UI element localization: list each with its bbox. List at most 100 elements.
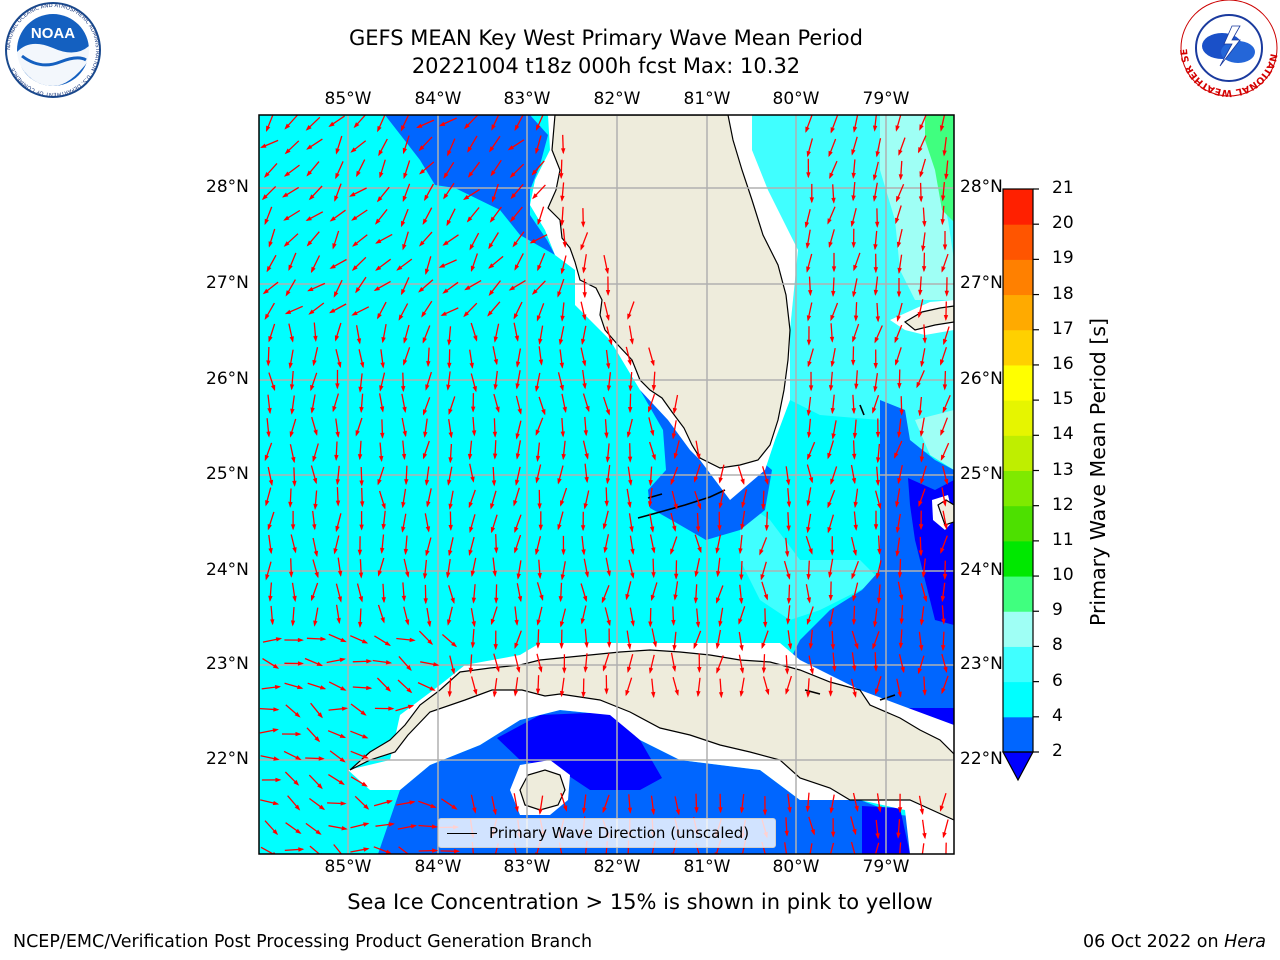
wave-arrow-head (784, 668, 790, 675)
wave-arrow-head (317, 783, 323, 790)
wave-arrow-head (266, 266, 272, 273)
wave-arrow-head (290, 620, 296, 627)
wave-arrow-head (358, 386, 363, 393)
wave-arrow-head (651, 572, 656, 579)
wave-arrow-head (419, 169, 425, 175)
wave-arrow-head (831, 290, 836, 297)
wave-arrow (829, 842, 835, 854)
wave-arrow-head (761, 504, 766, 511)
wave-arrow-head (942, 832, 947, 839)
wave-arrow-head (875, 221, 880, 228)
colorbar-swatch (1003, 224, 1033, 260)
wave-arrow-head (764, 478, 769, 485)
wave-arrow-head (422, 453, 428, 460)
wave-arrow-head (560, 315, 565, 322)
wave-arrow-head (940, 359, 945, 366)
wave-arrow-head (312, 359, 317, 367)
wave-arrow-head (786, 618, 791, 625)
wave-arrow-head (310, 407, 315, 414)
wave-arrow-head (472, 386, 477, 393)
wave-arrow-head (941, 195, 946, 202)
wave-arrow-head (626, 431, 632, 438)
wave-arrow-head (671, 619, 676, 626)
footer-date: 06 Oct 2022 on Hera (1083, 932, 1266, 952)
wave-arrow-head (831, 197, 836, 204)
wave-arrow-head (535, 124, 541, 131)
wave-arrow-head (648, 406, 653, 413)
wave-arrow-head (352, 241, 359, 247)
wave-arrow-head (494, 547, 499, 554)
wave-arrow-head (827, 218, 832, 225)
wave-arrow-head (409, 800, 416, 805)
wave-arrow-head (896, 291, 902, 298)
wave-arrow-head (853, 524, 858, 531)
wave-arrow-head (271, 384, 276, 392)
wave-arrow-head (942, 244, 948, 251)
wave-arrow-head (377, 313, 382, 320)
wave-arrow-head (809, 668, 814, 675)
wave-arrow-head (292, 547, 297, 554)
wave-arrow-head (559, 384, 564, 392)
wave-arrow-head (426, 361, 431, 368)
wave-arrow-head (538, 359, 544, 366)
wave-arrow-head (491, 196, 497, 203)
wave-arrow-head (538, 524, 543, 531)
colorbar-swatch (1003, 505, 1033, 542)
wave-arrow-head (447, 339, 452, 346)
wave-arrow-head (627, 456, 633, 463)
wave-arrow-head (872, 174, 878, 181)
wave-arrow-head (697, 503, 702, 510)
lat-label-right: 26°N (960, 369, 1003, 389)
wave-arrow-head (266, 360, 271, 367)
wave-arrow-head (443, 193, 449, 200)
colorbar-tick-label: 13 (1052, 459, 1074, 480)
wave-arrow-head (289, 336, 294, 343)
lat-label-left: 28°N (206, 177, 249, 197)
wave-arrow-head (265, 500, 270, 507)
wave-arrow-head (894, 452, 899, 459)
wave-arrow-head (514, 806, 519, 813)
wave-arrow-head (487, 310, 493, 317)
wave-arrow-head (583, 503, 588, 510)
colorbar-tick-label: 21 (1052, 178, 1074, 198)
wave-arrow-head (423, 598, 428, 605)
wave-arrow-head (852, 665, 857, 672)
colorbar-tick-label: 4 (1052, 705, 1063, 726)
wave-arrow-head (873, 244, 878, 251)
lon-label-top: 84°W (414, 89, 462, 109)
wave-arrow-head (379, 171, 384, 179)
wave-arrow-head (650, 360, 655, 367)
wave-arrow-head (828, 385, 834, 392)
wave-arrow-head (359, 524, 364, 531)
wave-arrow-head (942, 384, 948, 391)
wave-arrow-head (921, 266, 927, 273)
wave-arrow-head (831, 831, 836, 838)
footer-host: Hera (1224, 932, 1266, 952)
wave-arrow-head (784, 551, 790, 558)
wave-arrow-head (828, 241, 833, 248)
wave-arrow-head (582, 383, 587, 390)
wave-arrow-head (442, 288, 449, 294)
wave-arrow-head (830, 127, 835, 134)
lat-label-right: 24°N (960, 560, 1003, 580)
wave-arrow-head (854, 383, 859, 390)
wave-arrow-head (427, 620, 432, 628)
colorbar-under-triangle (1001, 751, 1035, 782)
lon-label-bottom: 83°W (503, 857, 551, 877)
wave-arrow-head (473, 335, 478, 342)
wave-arrow-head (298, 847, 305, 852)
wave-arrow-head (895, 501, 900, 508)
wave-arrow-head (264, 218, 269, 226)
wave-arrow-head (672, 525, 677, 532)
wave-arrow-head (625, 593, 630, 601)
wave-arrow-head (335, 383, 340, 390)
wave-arrow-head (650, 430, 655, 437)
wave-arrow-head (607, 642, 612, 648)
legend-label: Primary Wave Direction (unscaled) (489, 824, 750, 842)
wave-arrow-head (537, 264, 542, 272)
wave-arrow-head (808, 290, 813, 297)
lon-label-bottom: 79°W (862, 857, 910, 877)
wave-arrow-head (851, 359, 856, 366)
wave-arrow-head (761, 642, 766, 649)
colorbar-swatch (1003, 681, 1033, 718)
